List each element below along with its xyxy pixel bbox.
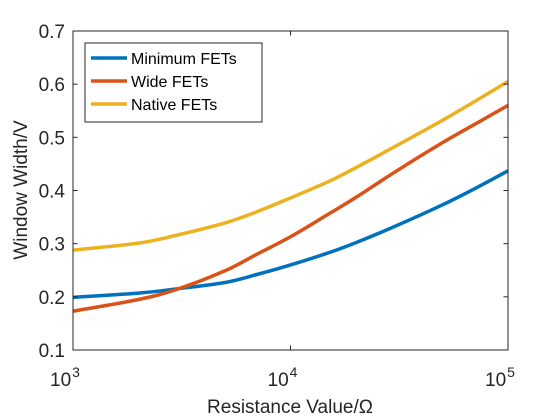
- x-tick-exponent: 3: [72, 364, 80, 380]
- x-tick-label: 103: [50, 364, 80, 391]
- legend-items: Minimum FETs Wide FETs Native FETs: [91, 51, 237, 114]
- y-tick-label: 0.4: [39, 182, 66, 203]
- series-layer: [72, 80, 509, 313]
- x-tick-label: 104: [268, 364, 298, 391]
- x-tick-exponent: 5: [507, 364, 515, 380]
- legend-label-native-fets: Native FETs: [131, 97, 217, 114]
- series-line-native-fets: [72, 80, 509, 252]
- legend: Minimum FETs Wide FETs Native FETs: [84, 42, 263, 123]
- y-tick-label: 0.6: [39, 75, 65, 96]
- y-tick-label: 0.1: [39, 341, 65, 362]
- y-axis-label: Window Width/V: [11, 120, 32, 260]
- series-line-minimum-fets: [72, 169, 509, 300]
- series-line-wide-fets: [72, 103, 509, 313]
- legend-label-wide-fets: Wide FETs: [131, 74, 208, 91]
- y-tick-label: 0.7: [39, 22, 65, 43]
- x-axis-label: Resistance Value/Ω: [207, 397, 373, 418]
- y-tick-label: 0.5: [39, 128, 65, 149]
- y-tick-label: 0.2: [39, 288, 65, 309]
- legend-label-minimum-fets: Minimum FETs: [131, 51, 237, 68]
- x-tick-exponent: 4: [290, 364, 298, 380]
- y-tick-label: 0.3: [39, 235, 65, 256]
- x-tick-label: 105: [485, 364, 515, 391]
